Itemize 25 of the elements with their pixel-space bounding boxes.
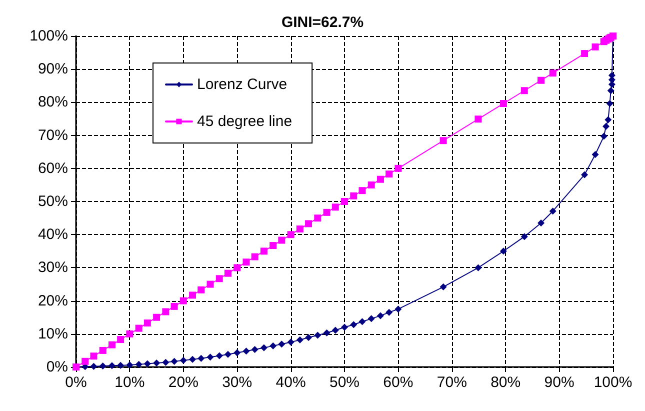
x-tick-label: 40% [276, 374, 306, 391]
y-tick-label: 10% [38, 325, 68, 342]
x-tick-label: 50% [329, 374, 360, 391]
y-tick-label: 80% [38, 94, 68, 111]
x-tick-label: 70% [436, 374, 467, 391]
y-tick-label: 70% [38, 126, 68, 144]
y-tick-label: 0% [46, 358, 68, 376]
y-tick-label: 90% [38, 60, 68, 78]
x-tick-label: 0% [65, 374, 87, 391]
y-tick-label: 50% [38, 193, 68, 210]
y-tick-label: 20% [38, 292, 68, 310]
chart-title: GINI=62.7% [281, 14, 364, 31]
x-tick-label: 20% [168, 374, 198, 391]
x-tick-label: 100% [594, 374, 632, 391]
legend-label: Lorenz Curve [197, 76, 288, 93]
y-tick-label: 60% [38, 160, 68, 177]
x-tick-label: 60% [383, 374, 414, 391]
legend-label: 45 degree line [197, 113, 292, 130]
y-tick-label: 30% [38, 259, 68, 276]
y-tick-label: 100% [30, 28, 68, 44]
x-tick-label: 80% [490, 374, 521, 391]
x-tick-label: 30% [222, 374, 252, 391]
x-tick-label: 10% [114, 374, 145, 391]
x-tick-label: 90% [544, 374, 574, 391]
y-tick-label: 40% [38, 226, 68, 244]
